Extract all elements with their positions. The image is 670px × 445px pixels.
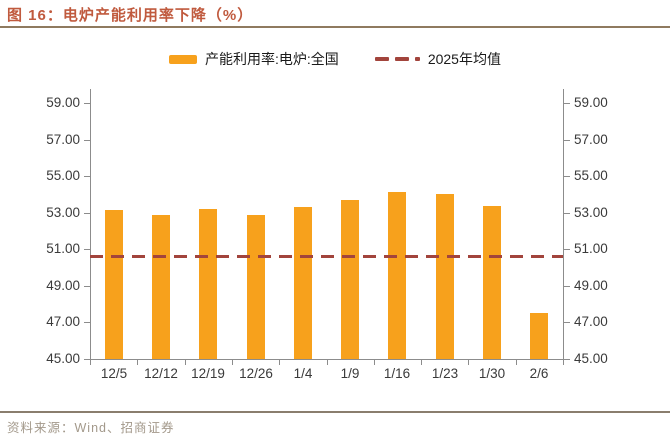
y-tick-left bbox=[84, 359, 90, 360]
bar bbox=[247, 215, 265, 359]
y-axis-label-right: 51.00 bbox=[574, 241, 608, 256]
bar bbox=[530, 313, 548, 359]
bar bbox=[199, 209, 217, 359]
x-axis-label: 1/16 bbox=[383, 366, 411, 381]
x-axis-label: 12/19 bbox=[191, 366, 225, 381]
y-axis-label-left: 59.00 bbox=[46, 95, 80, 110]
y-tick-left bbox=[84, 103, 90, 104]
bar bbox=[294, 207, 312, 359]
bar bbox=[436, 194, 454, 359]
y-tick-right bbox=[564, 103, 570, 104]
figure-header: 图 16：电炉产能利用率下降（%） bbox=[0, 0, 670, 28]
footer-divider-line bbox=[0, 411, 670, 413]
x-axis-label: 12/26 bbox=[239, 366, 273, 381]
legend-item-mean-line: 2025年均值 bbox=[374, 49, 501, 69]
x-axis-label: 1/9 bbox=[340, 366, 360, 381]
y-tick-left bbox=[84, 213, 90, 214]
x-tick bbox=[90, 360, 91, 365]
x-tick bbox=[516, 360, 517, 365]
source-note: 资料来源：Wind、招商证券 bbox=[7, 421, 175, 435]
y-tick-left bbox=[84, 286, 90, 287]
y-axis-label-left: 55.00 bbox=[46, 168, 80, 183]
y-axis-label-left: 49.00 bbox=[46, 278, 80, 293]
bar bbox=[152, 215, 170, 359]
x-axis-label: 12/12 bbox=[144, 366, 178, 381]
y-axis-label-right: 47.00 bbox=[574, 314, 608, 329]
x-tick bbox=[327, 360, 328, 365]
bar bbox=[388, 192, 406, 359]
y-axis-label-left: 45.00 bbox=[46, 351, 80, 366]
y-tick-left bbox=[84, 322, 90, 323]
y-tick-right bbox=[564, 140, 570, 141]
y-axis-label-left: 51.00 bbox=[46, 241, 80, 256]
x-tick bbox=[468, 360, 469, 365]
x-tick bbox=[279, 360, 280, 365]
y-axis-label-right: 55.00 bbox=[574, 168, 608, 183]
chart-legend: 产能利用率:电炉:全国 2025年均值 bbox=[0, 47, 670, 71]
y-axis-label-right: 59.00 bbox=[574, 95, 608, 110]
x-axis-label: 1/4 bbox=[293, 366, 313, 381]
y-tick-right bbox=[564, 322, 570, 323]
header-divider-line bbox=[0, 26, 670, 28]
figure-title: 图 16：电炉产能利用率下降（%） bbox=[7, 7, 254, 24]
y-tick-right bbox=[564, 359, 570, 360]
y-axis-label-right: 57.00 bbox=[574, 132, 608, 147]
x-tick bbox=[374, 360, 375, 365]
mean-dashed-line bbox=[90, 255, 563, 258]
bar bbox=[341, 200, 359, 359]
y-axis-right bbox=[563, 89, 564, 360]
x-tick bbox=[185, 360, 186, 365]
y-tick-left bbox=[84, 249, 90, 250]
y-tick-right bbox=[564, 176, 570, 177]
legend-item-bar-series: 产能利用率:电炉:全国 bbox=[169, 49, 339, 69]
y-tick-right bbox=[564, 249, 570, 250]
x-axis-label: 12/5 bbox=[100, 366, 128, 381]
y-tick-left bbox=[84, 140, 90, 141]
y-axis-label-left: 53.00 bbox=[46, 205, 80, 220]
y-axis-label-left: 47.00 bbox=[46, 314, 80, 329]
x-axis bbox=[90, 359, 564, 360]
legend-dashed-line-icon bbox=[374, 57, 420, 61]
y-axis-label-left: 57.00 bbox=[46, 132, 80, 147]
x-tick bbox=[421, 360, 422, 365]
y-tick-left bbox=[84, 176, 90, 177]
y-axis-label-right: 49.00 bbox=[574, 278, 608, 293]
x-tick bbox=[563, 360, 564, 365]
y-axis-left bbox=[90, 89, 91, 360]
x-axis-label: 1/23 bbox=[431, 366, 459, 381]
y-tick-right bbox=[564, 213, 570, 214]
y-axis-label-right: 45.00 bbox=[574, 351, 608, 366]
legend-bar-label: 产能利用率:电炉:全国 bbox=[205, 51, 339, 67]
x-tick bbox=[232, 360, 233, 365]
legend-mean-label: 2025年均值 bbox=[427, 51, 501, 67]
bar bbox=[105, 210, 123, 359]
x-axis-label: 1/30 bbox=[478, 366, 506, 381]
y-tick-right bbox=[564, 286, 570, 287]
bar bbox=[483, 206, 501, 359]
x-axis-label: 2/6 bbox=[529, 366, 549, 381]
x-tick bbox=[137, 360, 138, 365]
legend-bar-swatch-icon bbox=[169, 54, 198, 64]
y-axis-label-right: 53.00 bbox=[574, 205, 608, 220]
